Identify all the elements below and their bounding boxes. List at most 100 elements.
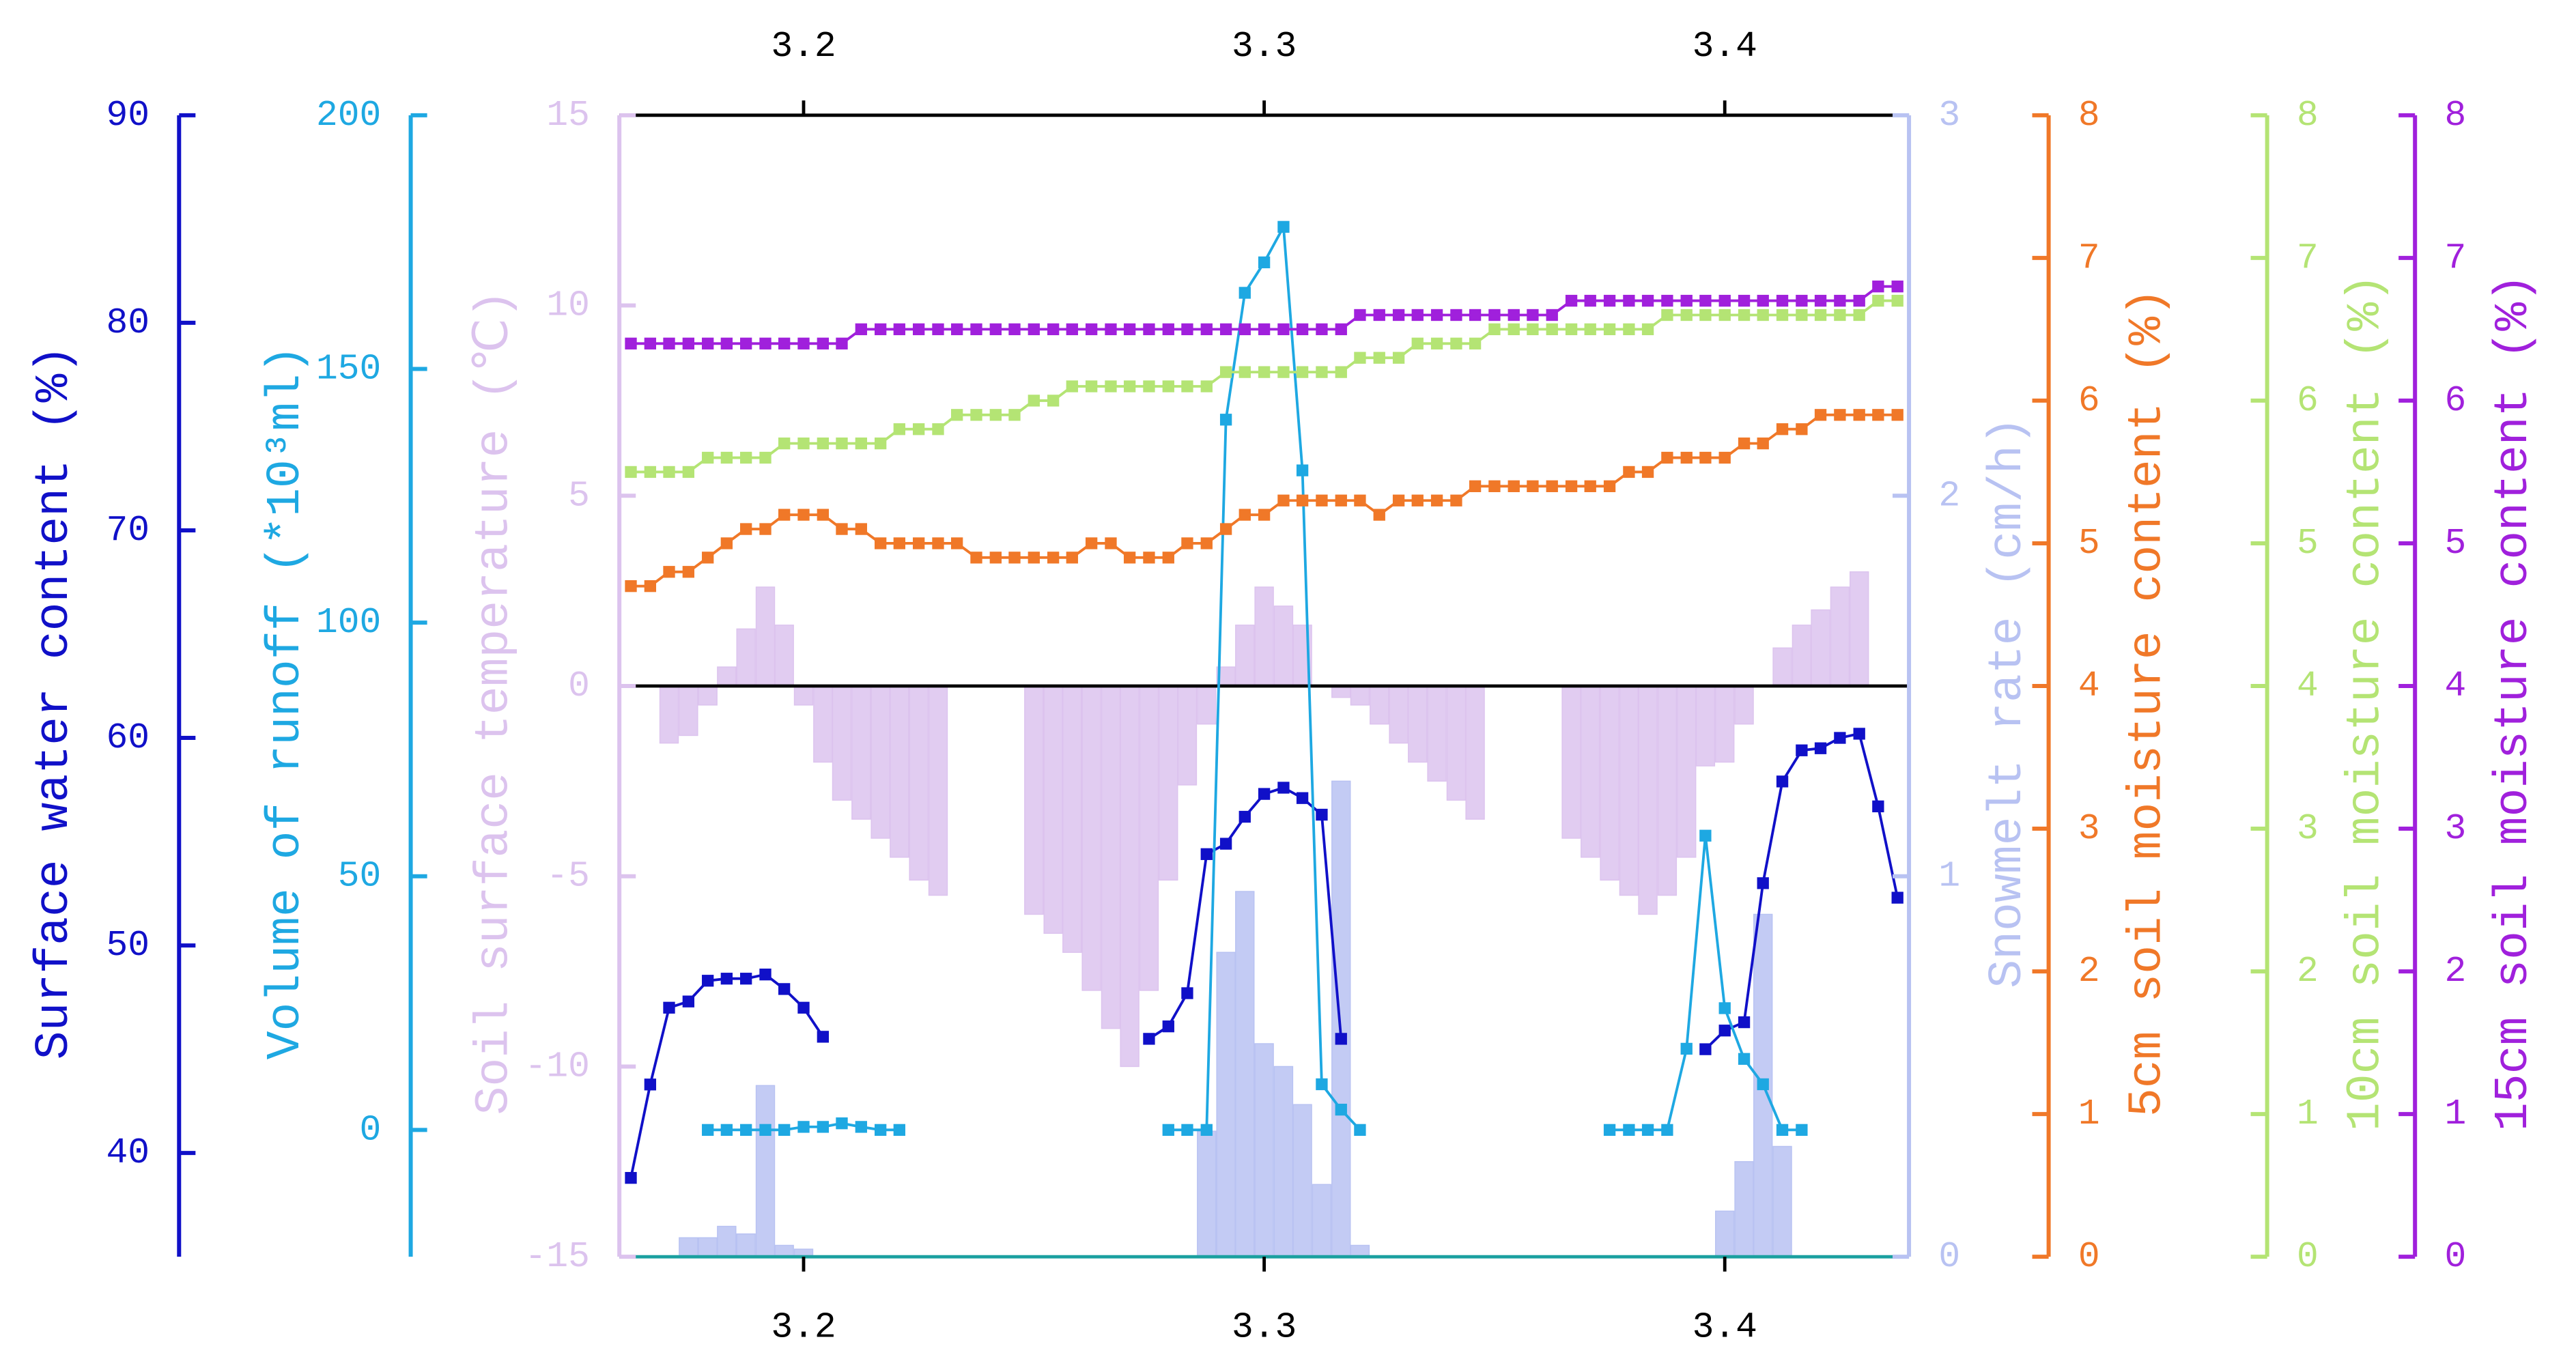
marker — [1335, 323, 1347, 336]
y-tick-label: 5 — [568, 475, 590, 516]
marker — [970, 323, 982, 336]
y-tick-label: 1 — [2445, 1094, 2467, 1134]
bar — [1677, 685, 1697, 858]
bar — [1273, 1066, 1294, 1257]
marker — [1105, 380, 1117, 392]
marker — [1335, 1103, 1347, 1116]
marker — [1814, 742, 1827, 754]
y-tick-label: -10 — [525, 1046, 590, 1087]
marker — [855, 437, 867, 450]
marker — [1162, 1020, 1174, 1033]
marker — [1316, 323, 1328, 336]
y-tick-label: -5 — [546, 856, 590, 897]
marker — [1527, 480, 1539, 493]
marker — [1680, 309, 1693, 321]
marker — [817, 1121, 829, 1133]
marker — [1718, 309, 1731, 321]
y-tick-label: 4 — [2078, 666, 2100, 706]
bar — [1657, 685, 1678, 896]
y-tick-label: 8 — [2297, 95, 2319, 136]
bar — [1600, 685, 1619, 881]
bar — [1792, 625, 1812, 687]
line-layer — [625, 220, 1903, 1184]
marker — [1603, 1124, 1616, 1137]
marker — [1796, 744, 1808, 756]
bar — [1159, 685, 1178, 881]
y-tick-label: 90 — [106, 95, 150, 136]
bar — [755, 586, 776, 687]
bar — [1465, 685, 1485, 820]
marker — [1738, 294, 1751, 307]
marker — [874, 323, 887, 336]
marker — [797, 1001, 810, 1014]
marker — [1834, 732, 1846, 744]
marker — [1488, 309, 1501, 321]
marker — [1546, 323, 1558, 336]
marker — [817, 1031, 829, 1043]
bar — [1350, 685, 1370, 706]
marker — [1776, 309, 1789, 321]
marker — [740, 523, 752, 535]
y-tick-label: 3 — [2297, 808, 2319, 849]
y-tick-label: 1 — [2078, 1094, 2100, 1134]
marker — [1699, 451, 1712, 464]
bar — [1561, 685, 1581, 839]
marker — [625, 580, 637, 592]
marker — [1565, 480, 1578, 493]
bar — [1695, 685, 1716, 767]
y-tick-label: 6 — [2445, 380, 2467, 421]
marker — [1162, 380, 1174, 392]
marker — [817, 337, 829, 349]
marker — [740, 1124, 752, 1137]
marker — [644, 1078, 657, 1091]
y-axis-title: Soil surface temperature (℃) — [468, 290, 522, 1115]
bar — [832, 685, 852, 801]
marker — [1718, 1002, 1731, 1014]
marker — [702, 975, 714, 987]
y-tick-label: 6 — [2297, 380, 2319, 421]
marker — [702, 1124, 714, 1137]
marker — [1738, 1053, 1751, 1065]
marker — [1450, 337, 1462, 349]
marker — [989, 323, 1002, 336]
marker — [797, 437, 810, 450]
marker — [1814, 294, 1827, 307]
bar — [774, 625, 794, 687]
marker — [644, 337, 657, 349]
marker — [682, 995, 695, 1007]
marker — [970, 552, 982, 564]
marker — [1488, 480, 1501, 493]
y-tick-label: 50 — [106, 925, 150, 966]
marker — [1047, 323, 1060, 336]
marker — [1258, 788, 1271, 800]
y-tick-label: 5 — [2078, 523, 2100, 564]
marker — [625, 1171, 637, 1184]
marker — [1430, 337, 1443, 349]
y-tick-label: 3 — [2445, 808, 2467, 849]
marker — [1028, 395, 1040, 407]
bar — [909, 685, 929, 881]
marker — [702, 552, 714, 564]
marker — [1181, 380, 1193, 392]
y-tick-label: 5 — [2445, 523, 2467, 564]
marker — [1584, 294, 1596, 307]
marker — [1872, 294, 1884, 307]
marker — [1718, 1025, 1731, 1037]
bar — [698, 685, 718, 706]
marker — [1718, 294, 1731, 307]
marker — [1296, 464, 1309, 476]
marker — [1066, 552, 1078, 564]
marker — [893, 537, 905, 549]
marker — [1508, 309, 1520, 321]
marker — [1661, 309, 1673, 321]
marker — [1296, 366, 1309, 378]
marker — [1200, 537, 1213, 549]
marker — [625, 466, 637, 478]
x-tick-label-top: 3.4 — [1693, 26, 1757, 67]
bar — [736, 1233, 756, 1257]
marker — [1143, 552, 1155, 564]
marker — [1143, 380, 1155, 392]
marker — [1219, 414, 1232, 426]
bar — [1292, 1104, 1312, 1257]
